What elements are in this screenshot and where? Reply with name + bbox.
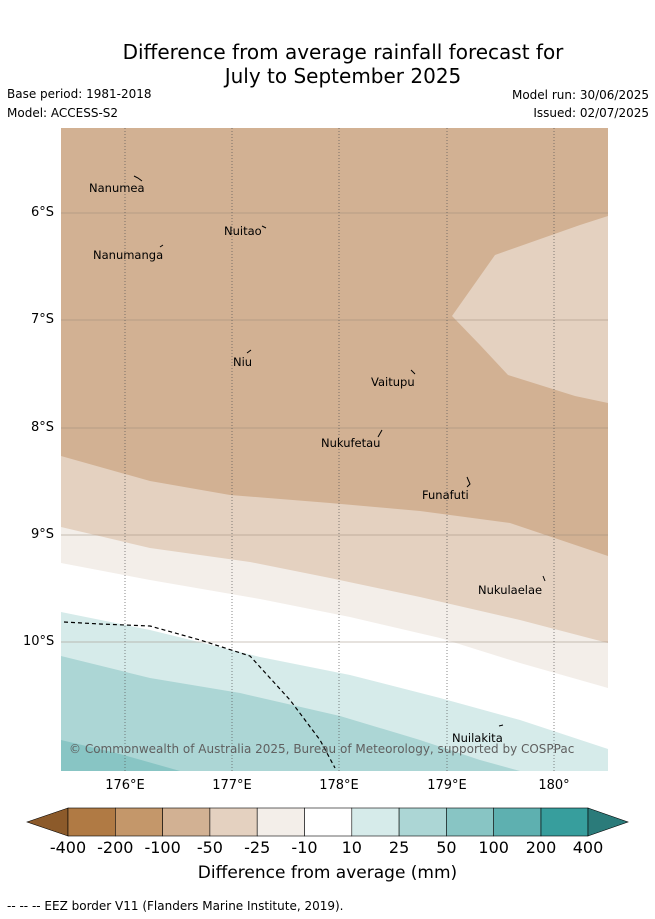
colorbar-extend-high bbox=[587, 807, 629, 837]
island-nanumea bbox=[133, 175, 143, 182]
colorbar-tick: 100 bbox=[478, 838, 509, 857]
eez-footnote: -- -- -- EEZ border V11 (Flanders Marine… bbox=[7, 899, 344, 913]
place-nuitao: Nuitao bbox=[224, 224, 262, 238]
copyright-credit: © Commonwealth of Australia 2025, Bureau… bbox=[69, 742, 575, 756]
lat-label-7s: 7°S bbox=[31, 312, 55, 327]
map-title: Difference from average rainfall forecas… bbox=[0, 40, 655, 88]
island-nuitao bbox=[261, 225, 267, 229]
band-100 bbox=[61, 740, 180, 771]
lat-label-10s: 10°S bbox=[23, 634, 55, 649]
lon-label-178e: 178°E bbox=[319, 778, 359, 793]
lat-label-8s: 8°S bbox=[31, 420, 55, 435]
lat-label-9s: 9°S bbox=[31, 527, 55, 542]
place-niu: Niu bbox=[233, 355, 253, 369]
place-nuilakita: Nuilakita bbox=[452, 731, 503, 745]
place-nukufetau: Nukufetau bbox=[321, 436, 381, 450]
colorbar-tick: -100 bbox=[144, 838, 181, 857]
colorbar-tick: -25 bbox=[244, 838, 271, 857]
island-funafuti bbox=[466, 476, 471, 488]
latitude-gridlines bbox=[61, 212, 608, 643]
title-line-2: July to September 2025 bbox=[224, 64, 462, 88]
lon-label-176e: 176°E bbox=[105, 778, 145, 793]
place-nukulaelae: Nukulaelae bbox=[478, 583, 543, 597]
eez-border-line bbox=[63, 621, 336, 769]
island-nukulaelae bbox=[542, 575, 546, 582]
lon-label-180: 180° bbox=[538, 778, 570, 793]
colorbar-tick: 200 bbox=[525, 838, 557, 857]
model-name: Model: ACCESS-S2 bbox=[7, 106, 119, 120]
colorbar-tick: -10 bbox=[291, 838, 318, 857]
base-period: Base period: 1981-2018 bbox=[7, 87, 152, 101]
island-nanumanga bbox=[159, 244, 164, 248]
place-funafuti: Funafuti bbox=[422, 488, 469, 502]
colorbar-tick: -200 bbox=[97, 838, 134, 857]
band-minus-25-north bbox=[452, 216, 608, 403]
longitude-gridlines bbox=[124, 128, 555, 771]
band-50 bbox=[61, 656, 520, 771]
lon-label-177e: 177°E bbox=[212, 778, 252, 793]
island-nuilakita bbox=[498, 724, 504, 727]
lat-label-6s: 6°S bbox=[31, 205, 55, 220]
colorbar-tick: 25 bbox=[388, 838, 410, 857]
place-vaitupu: Vaitupu bbox=[371, 375, 415, 389]
colorbar-extend-low bbox=[26, 807, 69, 837]
place-nanumanga: Nanumanga bbox=[93, 248, 164, 262]
colorbar-tick: -50 bbox=[196, 838, 223, 857]
island-vaitupu bbox=[410, 369, 416, 375]
model-run: Model run: 30/06/2025 bbox=[511, 88, 649, 102]
colorbar bbox=[26, 807, 629, 837]
island-shapes bbox=[133, 175, 546, 727]
colorbar-tick: -400 bbox=[49, 838, 87, 857]
colorbar-tick: 400 bbox=[572, 838, 604, 857]
island-niu bbox=[246, 349, 252, 354]
title-line-1: Difference from average rainfall forecas… bbox=[122, 40, 564, 64]
island-nukufetau bbox=[377, 429, 383, 438]
colorbar-title: Difference from average (mm) bbox=[197, 863, 458, 883]
colorbar-tick: 50 bbox=[436, 838, 457, 857]
issued-date: Issued: 02/07/2025 bbox=[533, 106, 649, 120]
lon-label-179e: 179°E bbox=[427, 778, 467, 793]
colorbar-tick: 10 bbox=[341, 838, 362, 857]
place-nanumea: Nanumea bbox=[89, 181, 145, 195]
